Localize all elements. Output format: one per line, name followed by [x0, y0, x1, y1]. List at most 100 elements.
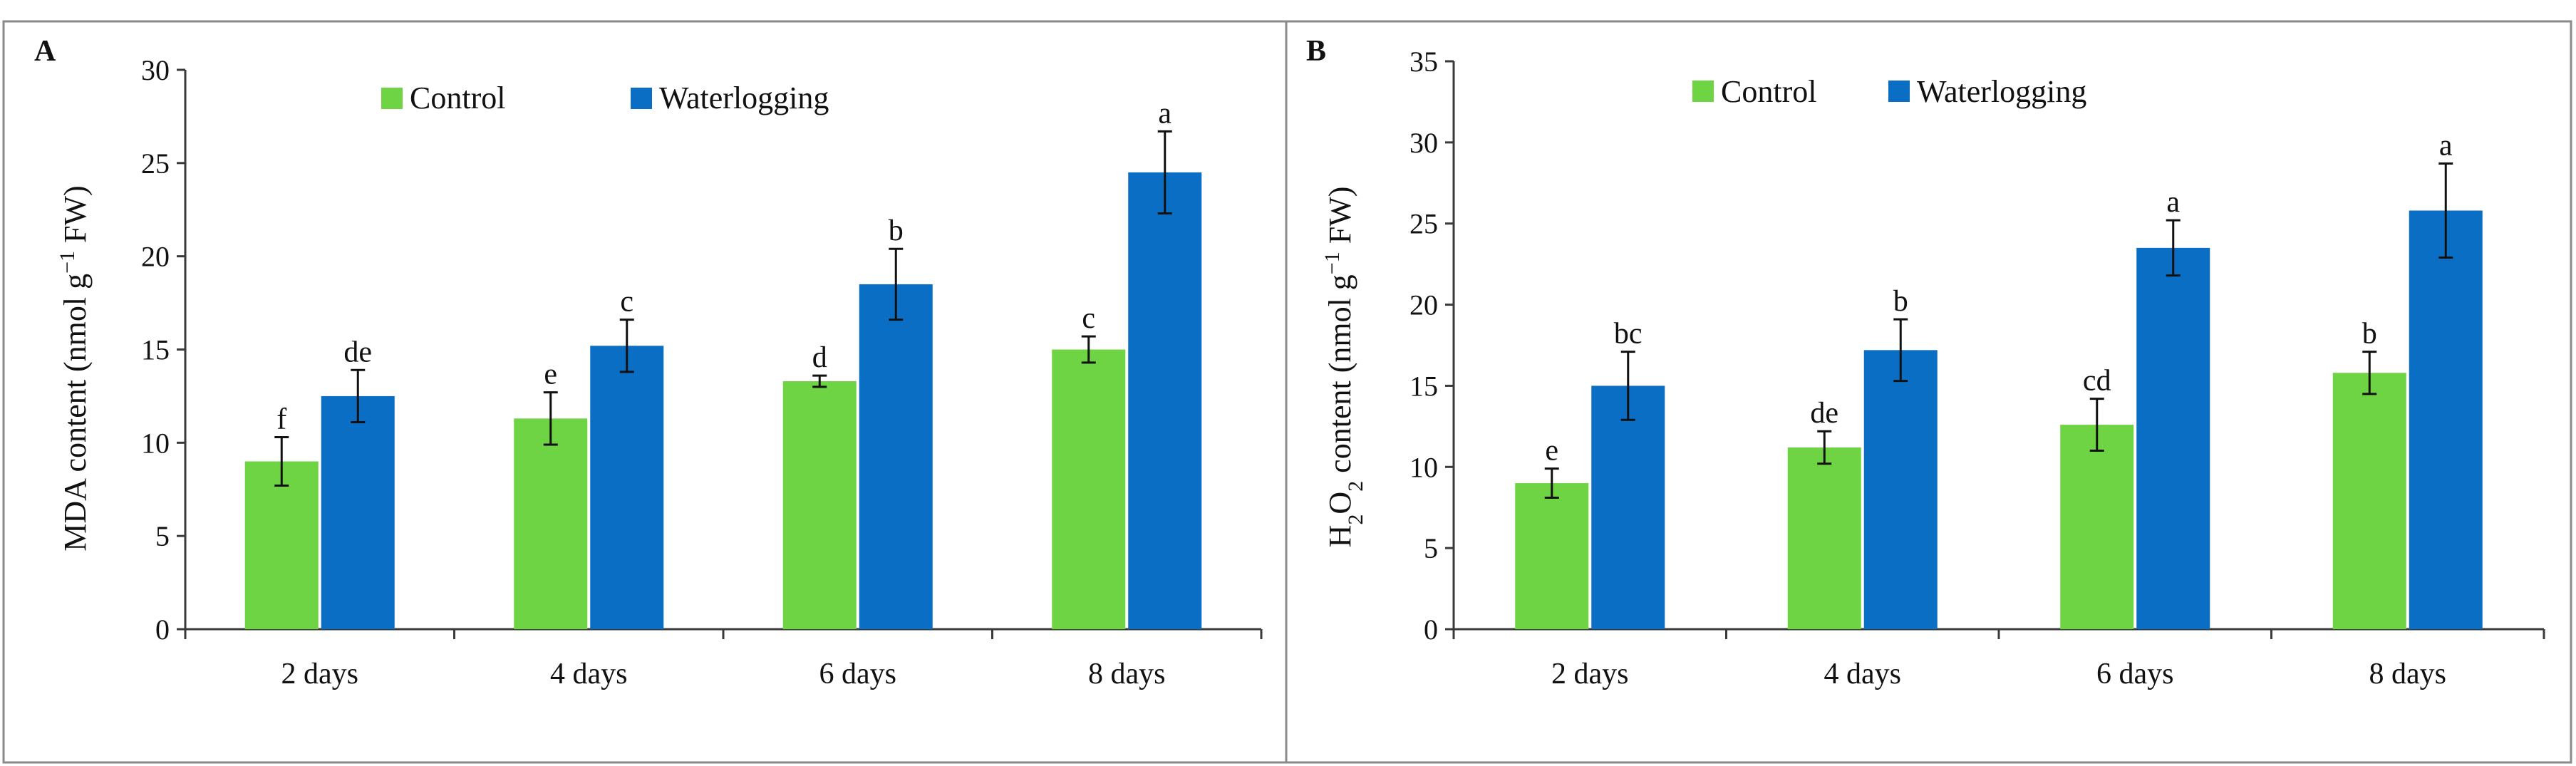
panel-a-significance-letter: f [276, 403, 286, 435]
panel-a-y-tick-label: 20 [141, 241, 170, 273]
panel-a-x-tick-label: 6 days [819, 658, 897, 690]
panel-b-y-axis-label-tail: FW) [1323, 187, 1357, 252]
panel-b-error-bar-control [1817, 430, 1832, 465]
panel-b-y-tick-label: 30 [1409, 127, 1438, 159]
panel-b-legend-label-control: Control [1721, 74, 1816, 109]
panel-b-error-bar-waterlogging [2438, 162, 2453, 259]
panel-b-error-bar-control [1544, 467, 1559, 500]
panel-a-error-bar-control [543, 391, 558, 446]
panel-b-error-bar-waterlogging [1620, 351, 1635, 421]
panel-a-x-tick-label: 8 days [1088, 658, 1166, 690]
panel-b-bar-waterlogging [1591, 385, 1665, 629]
panel-b-error-bar-control [2089, 398, 2104, 452]
panel-a-error-bar-control [812, 374, 827, 388]
panel-b-y-tick-label: 25 [1409, 208, 1438, 240]
panel-a-error-bar-waterlogging [619, 319, 634, 373]
panel-b-error-bar-control [2362, 351, 2377, 395]
panel-b-x-tick-label: 2 days [1551, 658, 1629, 690]
panel-b-plot-area: 0 5 10 15 20 25 30 35 2 days e bc 4 days de b 6 days cd… [1409, 46, 2545, 690]
panel-b-significance-letter: a [2439, 129, 2453, 162]
panel-a-bar-waterlogging [1128, 172, 1202, 629]
panel-a-significance-letter: b [889, 214, 904, 247]
panel-b-y-tick-label: 5 [1424, 532, 1438, 564]
panel-b-bar-control [2060, 425, 2134, 629]
panel-a-bar-control [1052, 349, 1126, 629]
panel-b-legend-swatch-control [1692, 81, 1714, 102]
panel-b-y-tick-label: 20 [1409, 289, 1438, 321]
panel-b-significance-letter: a [2166, 186, 2180, 219]
panel-b-significance-letter: bc [1614, 318, 1643, 351]
panel-a-error-bar-control [1081, 335, 1096, 364]
panel-a-legend-label-waterlogging: Waterlogging [659, 81, 829, 115]
panel-a-error-bar-control [274, 435, 289, 487]
panel-b-significance-letter: e [1545, 435, 1558, 467]
panel-b-error-bar-waterlogging [1893, 318, 1908, 383]
panel-b-y-tick-label: 10 [1409, 451, 1438, 483]
panel-b-bar-control [1787, 447, 1861, 629]
panel-a-significance-letter: d [812, 341, 827, 374]
panel-a-y-tick-label: 10 [141, 427, 170, 459]
panel-a-bar-control [782, 381, 857, 629]
panel-a-significance-letter: de [343, 336, 372, 368]
panel-a-plot-area: 0 5 10 15 20 25 30 2 days f de 4 days e c 6 days d b 8 d… [141, 54, 1263, 690]
panel-a-legend-swatch-control [381, 88, 403, 109]
panel-a-error-bar-waterlogging [889, 247, 904, 321]
panel-a-y-tick-label: 0 [155, 614, 170, 646]
panel-a-y-tick-label: 5 [155, 520, 170, 552]
panel-a-y-axis-label-main: MDA content (nmol g [58, 274, 93, 552]
panel-a-y-axis-label-sup: −1 [56, 251, 79, 274]
panel-b-bar-waterlogging [2409, 210, 2483, 629]
panel-b-y-tick-label: 0 [1424, 614, 1438, 646]
panel-a-y-tick-label: 30 [141, 54, 170, 86]
panel-b-significance-letter: de [1810, 397, 1838, 430]
panel-a-x-tick-label: 4 days [550, 658, 628, 690]
panel-a-error-bar-waterlogging [351, 368, 366, 424]
panel-a-legend-swatch-waterlogging [631, 88, 652, 109]
svg-text:MDA content (nmol g−1 FW): MDA content (nmol g−1 FW) [56, 185, 93, 551]
svg-text:H2O2 content (nmol g−1 FW): H2O2 content (nmol g−1 FW) [1320, 187, 1367, 548]
panel-b-y-axis-label-o: O [1323, 492, 1357, 514]
panel-b-y-axis-label-rest: content (nmol g [1323, 274, 1357, 481]
panel-a-significance-letter: c [1082, 302, 1095, 335]
panel-a-y-tick-label: 15 [141, 334, 170, 366]
panel-a-legend: Control Waterlogging [381, 81, 829, 115]
panel-a: A MDA content (nmol g−1 FW) Control Wate… [34, 35, 1263, 690]
panel-a-x-tick-label: 2 days [281, 658, 359, 690]
panel-b-significance-letter: b [1893, 285, 1908, 318]
panel-b-legend-swatch-waterlogging [1888, 81, 1910, 102]
panel-b: B H2O2 content (nmol g−1 FW) Control Wat… [1306, 35, 2545, 690]
panel-b-label: B [1306, 35, 1326, 68]
panel-b-x-tick-label: 4 days [1824, 658, 1902, 690]
panel-a-legend-label-control: Control [410, 81, 505, 115]
panel-b-bar-waterlogging [1863, 350, 1938, 629]
panel-a-bar-control [244, 461, 319, 629]
panel-b-y-tick-label: 35 [1409, 46, 1438, 78]
panel-a-significance-letter: c [620, 286, 633, 319]
panel-a-significance-letter: e [544, 358, 557, 391]
panel-b-y-tick-label: 15 [1409, 370, 1438, 402]
panel-a-bar-waterlogging [321, 395, 395, 629]
panel-b-error-bar-waterlogging [2166, 219, 2181, 277]
panel-b-y-axis-label-h: H [1323, 525, 1357, 548]
panel-a-label: A [34, 35, 56, 68]
panel-b-legend: Control Waterlogging [1692, 74, 2086, 109]
panel-b-significance-letter: b [2362, 318, 2377, 351]
panel-b-x-tick-label: 8 days [2369, 658, 2447, 690]
panel-b-bar-control [2332, 373, 2406, 629]
panel-a-bar-waterlogging [590, 346, 664, 629]
panel-a-y-axis-label: MDA content (nmol g−1 FW) [56, 185, 93, 551]
panel-a-y-tick-label: 25 [141, 147, 170, 180]
panel-b-x-tick-label: 6 days [2096, 658, 2174, 690]
panel-b-significance-letter: cd [2083, 365, 2111, 398]
panel-b-y-axis-label-sub1: 2 [1344, 514, 1367, 525]
panel-b-legend-label-waterlogging: Waterlogging [1917, 74, 2086, 109]
panel-a-bar-control [514, 418, 588, 629]
panel-b-y-axis-label-sub2: 2 [1344, 481, 1367, 492]
panel-b-bar-waterlogging [2136, 247, 2210, 629]
panel-a-y-axis-label-tail: FW) [58, 185, 93, 251]
panel-a-error-bar-waterlogging [1157, 130, 1172, 214]
panel-b-y-axis-label-sup: −1 [1320, 252, 1344, 274]
panel-a-significance-letter: a [1158, 97, 1171, 130]
panel-b-frame [1285, 20, 2572, 764]
